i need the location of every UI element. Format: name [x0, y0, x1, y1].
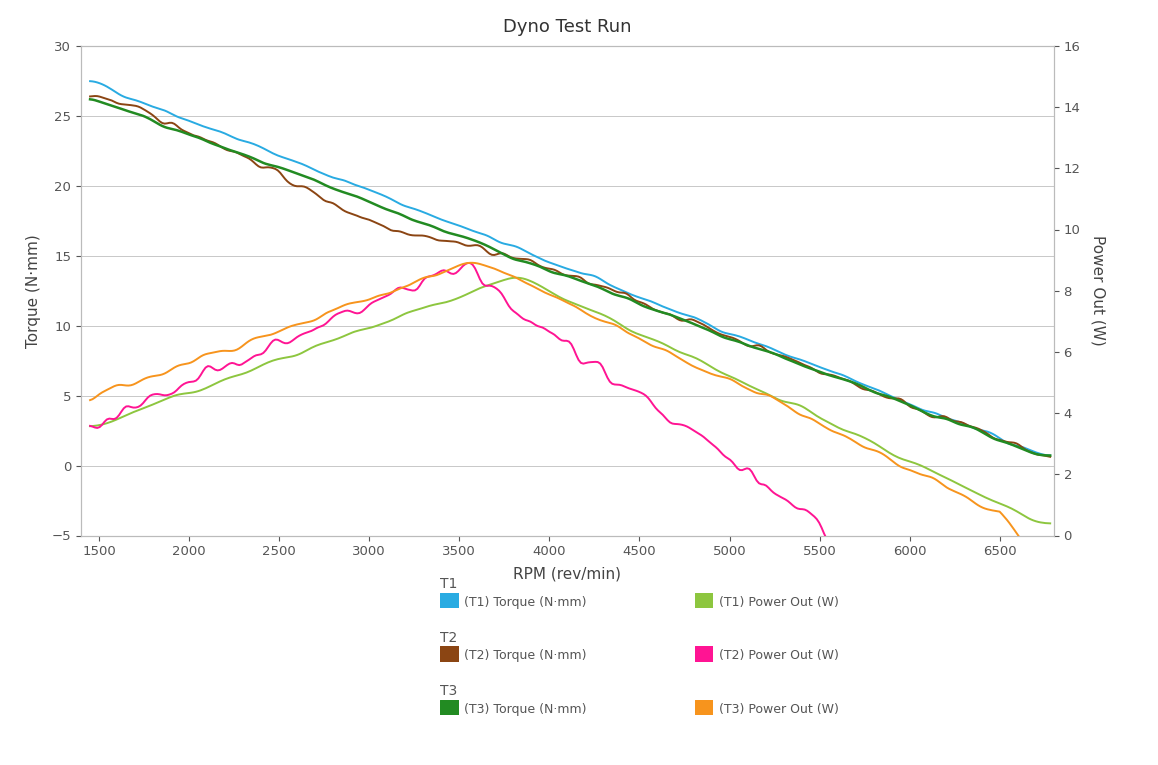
Text: (T3) Torque (N·mm): (T3) Torque (N·mm) [464, 703, 587, 716]
Text: T2: T2 [440, 631, 457, 645]
Text: T1: T1 [440, 578, 457, 591]
Text: (T2) Torque (N·mm): (T2) Torque (N·mm) [464, 649, 587, 662]
Title: Dyno Test Run: Dyno Test Run [504, 18, 631, 36]
Text: (T1) Torque (N·mm): (T1) Torque (N·mm) [464, 596, 587, 609]
Text: T3: T3 [440, 685, 457, 698]
Y-axis label: Torque (N·mm): Torque (N·mm) [25, 234, 41, 347]
X-axis label: RPM (rev/min): RPM (rev/min) [513, 567, 622, 581]
Text: (T1) Power Out (W): (T1) Power Out (W) [719, 596, 840, 609]
Text: (T2) Power Out (W): (T2) Power Out (W) [719, 649, 840, 662]
Text: (T3) Power Out (W): (T3) Power Out (W) [719, 703, 840, 716]
Y-axis label: Power Out (W): Power Out (W) [1091, 236, 1106, 346]
